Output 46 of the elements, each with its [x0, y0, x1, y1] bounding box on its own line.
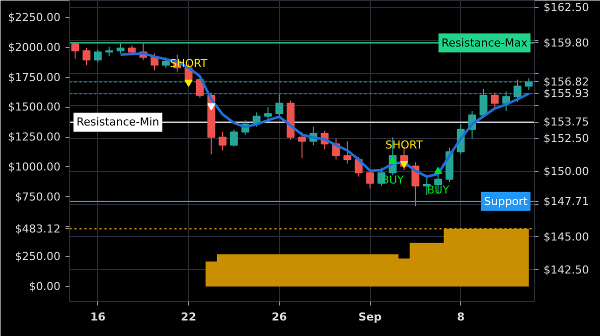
- ref-line-label: Resistance-Min: [76, 116, 160, 129]
- y-tick-label: $142.50: [544, 263, 589, 276]
- candlestick: [71, 42, 80, 60]
- y-tick-label: $162.50: [544, 0, 589, 14]
- candlestick: [105, 46, 114, 56]
- y-tick-label: $145.00: [544, 230, 589, 244]
- candlestick: [343, 140, 352, 164]
- y-tick-label: $156.82: [544, 75, 589, 88]
- x-tick-label: 26: [272, 310, 288, 324]
- y-tick-label: $159.80: [544, 36, 589, 50]
- y2-tick-label: $483.12: [15, 222, 61, 236]
- y-tick-label: $147.71: [544, 194, 589, 208]
- y2-tick-label: $250.00: [15, 250, 61, 264]
- candlestick: [230, 128, 238, 147]
- point: [207, 103, 216, 110]
- y2-tick-label: $1000.00: [8, 160, 61, 174]
- x-tick-label: 8: [456, 310, 465, 324]
- candlestick: [264, 106, 272, 121]
- x-tick-label: Sep: [358, 310, 382, 324]
- candlestick: [82, 48, 90, 66]
- y-tick-label: $155.93: [544, 87, 589, 100]
- point: [388, 156, 397, 164]
- candlestick: [94, 48, 102, 64]
- point: [434, 166, 442, 174]
- y-tick-label: $150.00: [544, 164, 589, 178]
- candlestick: [275, 94, 284, 117]
- candlestick: [480, 88, 488, 118]
- y2-tick-label: $1500.00: [8, 100, 61, 114]
- y2-tick-label: $2000.00: [8, 40, 61, 54]
- point: [184, 80, 193, 87]
- x-tick-label: 22: [180, 310, 196, 324]
- ref-line-label: Support: [484, 194, 528, 208]
- y-tick-label: $153.75: [544, 116, 589, 129]
- ref-line-label: Resistance-Max: [442, 36, 528, 50]
- candlestick: [490, 92, 499, 109]
- y-tick-label: $152.50: [544, 132, 589, 146]
- candlestick: [298, 132, 306, 159]
- x-tick-label: 16: [90, 310, 106, 324]
- candlestick: [116, 42, 124, 54]
- candlestick: [502, 90, 510, 112]
- y2-tick-label: $1250.00: [8, 130, 61, 144]
- y2-tick-label: $2250.00: [8, 10, 61, 24]
- candlestick: [218, 132, 227, 151]
- y2-tick-label: $750.00: [15, 190, 61, 204]
- y2-tick-label: $1750.00: [8, 70, 61, 84]
- y2-tick-label: $0.00: [29, 280, 61, 294]
